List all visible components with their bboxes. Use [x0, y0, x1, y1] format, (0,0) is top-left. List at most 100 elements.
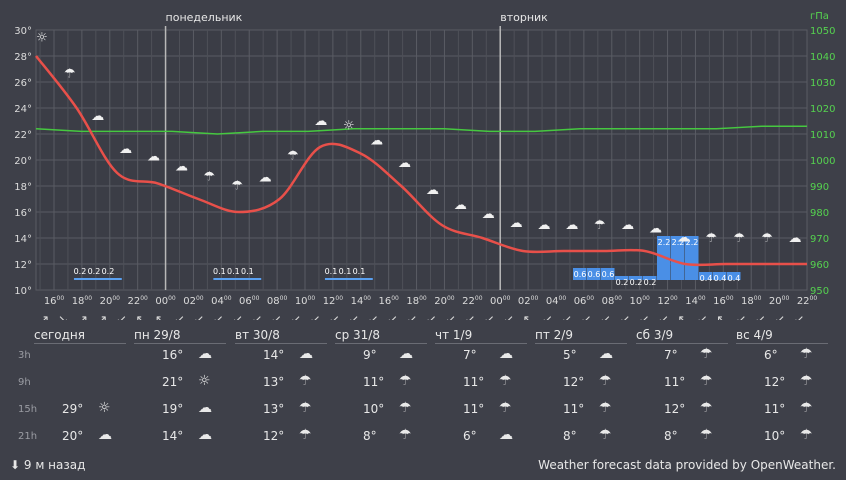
- forecast-temp: 20°: [62, 429, 84, 443]
- rain-cloud-icon: ☂: [700, 427, 713, 443]
- forecast-temp: 10°: [764, 429, 786, 443]
- cloud-icon: ☁: [565, 218, 578, 233]
- y-left-tick-label: 16°: [14, 208, 32, 219]
- y-right-tick-label: 1040: [810, 52, 835, 63]
- forecast-temp: 7°: [463, 348, 477, 362]
- rain-cloud-icon: ☂: [700, 346, 713, 362]
- day-column-header[interactable]: пн 29/8: [134, 328, 226, 344]
- precip-bar: [699, 272, 713, 280]
- wind-arrow-icon: ↙: [600, 313, 611, 320]
- day-column-header[interactable]: сб 3/9: [636, 328, 728, 344]
- precip-label: 0.2: [630, 278, 643, 287]
- rain-cloud-icon: ☂: [399, 373, 412, 389]
- rain-cloud-icon: ☂: [594, 218, 606, 233]
- x-tick-label: 2000: [769, 295, 790, 307]
- precip-bar: [629, 276, 643, 280]
- wind-arrow-icon: ↙: [310, 313, 321, 320]
- cloud-icon: ☁: [98, 427, 112, 443]
- cloud-icon: ☁: [454, 198, 467, 213]
- wind-arrow-icon: ↙: [561, 313, 572, 320]
- rain-cloud-icon: ☂: [231, 178, 243, 193]
- precip-bar: [685, 236, 699, 280]
- rain-cloud-icon: ☂: [64, 66, 76, 81]
- cloud-icon: ☁: [259, 171, 272, 186]
- forecast-temp: 12°: [563, 375, 585, 389]
- wind-arrow-icon: ↙: [697, 313, 708, 320]
- cloud-icon: ☁: [398, 156, 411, 171]
- time-row-label: 9h: [18, 377, 31, 388]
- day-column-header[interactable]: вт 30/8: [235, 328, 327, 344]
- wind-arrow-icon: ↙: [755, 313, 766, 320]
- wind-arrow-icon: ↙: [387, 313, 398, 320]
- wind-arrow-icon: ↙: [232, 313, 243, 320]
- cloud-icon: ☁: [649, 221, 662, 236]
- wind-arrow-icon: ↙: [426, 313, 437, 320]
- x-tick-label: 0000: [155, 295, 176, 307]
- x-tick-label: 0400: [546, 295, 567, 307]
- precip-bar: [727, 272, 741, 280]
- wind-arrow-icon: ↗: [77, 313, 88, 320]
- precip-label: 0.1: [353, 267, 366, 276]
- pressure-line: [35, 125, 807, 135]
- wind-arrow-icon: ↙: [406, 313, 417, 320]
- wind-arrow-icon: ↗: [39, 313, 50, 320]
- forecast-temp: 8°: [363, 429, 377, 443]
- forecast-temp: 16°: [162, 348, 184, 362]
- precip-label: 2.2: [658, 238, 671, 247]
- time-row-label: 3h: [18, 350, 31, 361]
- precip-bar: [213, 278, 262, 280]
- day-column-header[interactable]: ср 31/8: [335, 328, 427, 344]
- sun-cloud-icon: ☼: [198, 373, 211, 389]
- rain-cloud-icon: ☂: [700, 400, 713, 416]
- precip-bar: [643, 276, 657, 280]
- wind-arrow-icon: ↙: [445, 313, 456, 320]
- precip-label: 0.2: [616, 278, 629, 287]
- wind-arrow-icon: ↙: [503, 313, 514, 320]
- wind-arrow-icon: ↘: [58, 313, 69, 320]
- forecast-temp: 8°: [563, 429, 577, 443]
- cloud-icon: ☁: [370, 133, 383, 148]
- cloud-icon: ☁: [175, 160, 188, 175]
- precip-label: 2.2: [686, 238, 699, 247]
- x-tick-label: 1800: [406, 295, 427, 307]
- rain-cloud-icon: ☂: [299, 427, 312, 443]
- forecast-chart: 30° 28° 26° 24° 22° 20° 18° 16° 14° 12° 10° 1050 104…: [14, 11, 835, 320]
- forecast-temp: 14°: [263, 348, 285, 362]
- rain-cloud-icon: ☂: [700, 373, 713, 389]
- precip-label: 0.1: [325, 267, 338, 276]
- rain-cloud-icon: ☂: [599, 400, 612, 416]
- rain-cloud-icon: ☂: [287, 149, 299, 164]
- rain-cloud-icon: ☂: [299, 373, 312, 389]
- y-right-unit-label: гПа: [810, 11, 829, 22]
- x-tick-label: 1800: [72, 295, 93, 307]
- y-left-tick-label: 28°: [14, 52, 32, 63]
- y-left-tick-label: 12°: [14, 260, 32, 271]
- precip-label: 0.1: [213, 267, 226, 276]
- cloud-icon: ☁: [621, 218, 634, 233]
- day-column-header[interactable]: пт 2/9: [535, 328, 627, 344]
- wind-arrow-icon: ↙: [542, 313, 553, 320]
- day-column-header[interactable]: сегодня: [34, 328, 126, 344]
- forecast-temp: 11°: [664, 375, 686, 389]
- x-tick-label: 0600: [239, 295, 260, 307]
- wind-arrow-icon: ↙: [271, 313, 282, 320]
- data-credit[interactable]: Weather forecast data provided by OpenWe…: [538, 458, 836, 472]
- y-right-tick-label: 960: [810, 260, 829, 271]
- wind-arrow-icon: ↙: [174, 313, 185, 320]
- day-column-header[interactable]: чт 1/9: [435, 328, 527, 344]
- y-left-tick-label: 26°: [14, 78, 32, 89]
- wind-arrow-icon: ↙: [368, 313, 379, 320]
- wind-arrow-icon: ↙: [116, 313, 127, 320]
- cloud-icon: ☁: [789, 231, 802, 246]
- forecast-temp: 21°: [162, 375, 184, 389]
- forecast-temp: 11°: [363, 375, 385, 389]
- y-left-tick-label: 10°: [14, 286, 32, 297]
- y-right-tick-label: 1000: [810, 156, 835, 167]
- precip-bar: [73, 278, 122, 280]
- rain-cloud-icon: ☂: [399, 427, 412, 443]
- day-column-header[interactable]: вс 4/9: [736, 328, 828, 344]
- time-row-label: 21h: [18, 431, 38, 442]
- x-tick-label: 1800: [741, 295, 762, 307]
- precip-label: 0.1: [241, 267, 254, 276]
- precip-bar: [713, 272, 727, 280]
